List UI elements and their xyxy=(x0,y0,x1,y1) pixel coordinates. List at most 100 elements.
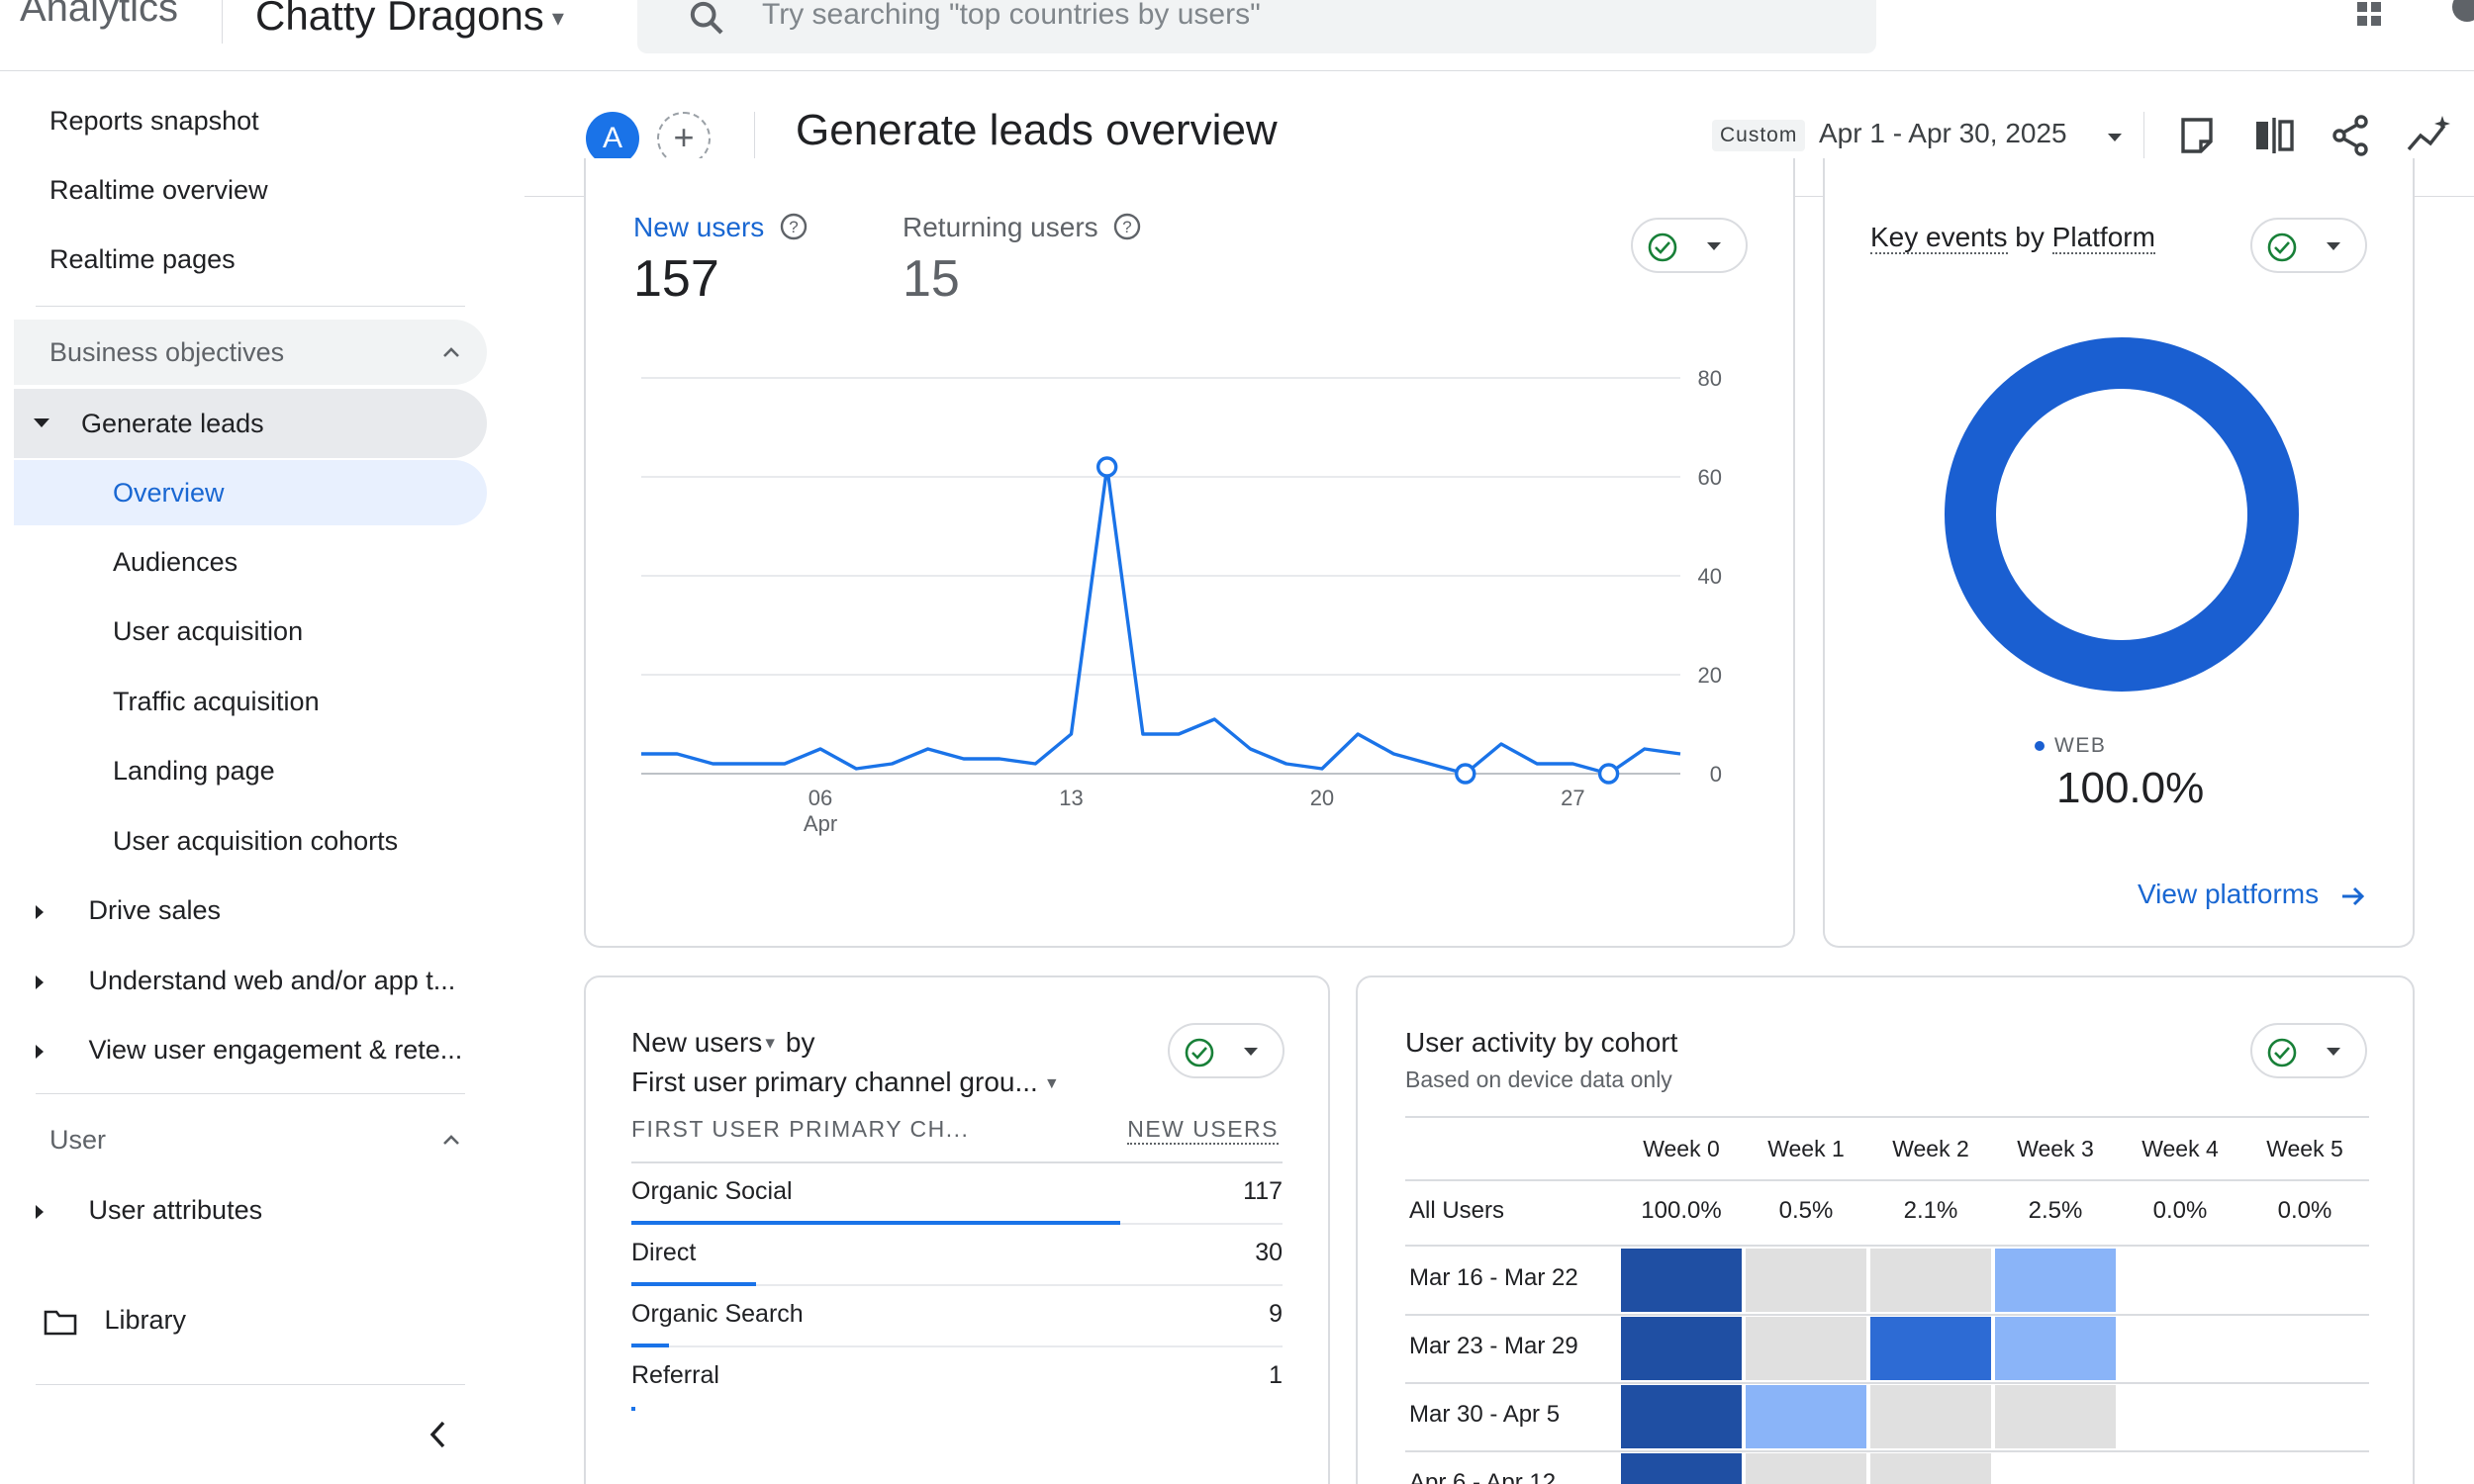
platform-dimension-selector[interactable]: Platform xyxy=(2051,222,2155,254)
x-tick-label: 06 xyxy=(809,786,832,810)
series-line-new-users xyxy=(641,465,1681,776)
edit-report-icon[interactable] xyxy=(2173,112,2221,159)
key-events-platform-card: Key events by Platform WEB 100.0% View p… xyxy=(1823,158,2415,948)
cohort-cell[interactable] xyxy=(1870,1385,1991,1448)
channel-dimension-selector[interactable]: First user primary channel grou... ▼ xyxy=(631,1067,1060,1098)
card-options-button[interactable] xyxy=(2250,218,2367,273)
all-users-value: 2.1% xyxy=(1903,1197,1958,1224)
table-row[interactable]: Direct 30 xyxy=(631,1225,1283,1286)
add-comparison-button[interactable]: + xyxy=(657,112,711,165)
caret-down-icon xyxy=(2327,242,2340,250)
divider xyxy=(754,112,755,165)
cohort-cell[interactable] xyxy=(1621,1453,1742,1484)
caret-down-icon[interactable]: ▼ xyxy=(762,1035,779,1053)
sidebar-item-traffic-acquisition[interactable]: Traffic acquisition xyxy=(113,687,320,716)
new-users-value: 157 xyxy=(633,250,719,308)
table-row[interactable]: Organic Social 117 xyxy=(631,1163,1283,1225)
new-users-metric-selector[interactable]: New users xyxy=(631,1027,763,1058)
cohort-cell[interactable] xyxy=(1870,1317,1991,1380)
data-point-marker[interactable] xyxy=(1597,763,1620,785)
view-platforms-link[interactable]: View platforms xyxy=(2138,879,2366,910)
card-options-button[interactable] xyxy=(1631,218,1748,273)
card-options-button[interactable] xyxy=(1168,1023,1285,1078)
donut-slice-web[interactable] xyxy=(1945,337,2299,692)
sidebar-item-library[interactable]: Library xyxy=(44,1285,186,1354)
all-users-value: 2.5% xyxy=(2028,1197,2083,1224)
cohort-cell[interactable] xyxy=(1870,1249,1991,1312)
check-circle-icon xyxy=(2267,232,2297,262)
item-label: Overview xyxy=(113,478,225,508)
comparison-avatar[interactable]: A xyxy=(586,112,639,165)
sidebar-group-understand-web[interactable]: Understand web and/or app t... xyxy=(36,946,455,1015)
caret-down-icon[interactable] xyxy=(2106,132,2124,143)
row-value: 117 xyxy=(1243,1177,1283,1205)
column-header-new-users[interactable]: NEW USERS xyxy=(1127,1116,1279,1145)
cohort-cell[interactable] xyxy=(1746,1453,1866,1484)
column-header-channel[interactable]: FIRST USER PRIMARY CH... xyxy=(631,1116,970,1142)
cohort-cell[interactable] xyxy=(1995,1385,2116,1448)
returning-users-label: Returning users xyxy=(903,212,1098,242)
sidebar-item-user-acquisition-cohorts[interactable]: User acquisition cohorts xyxy=(113,826,399,856)
key-events-metric-selector[interactable]: Key events xyxy=(1870,222,2008,254)
section-user[interactable]: User xyxy=(14,1107,487,1172)
sidebar-item-audiences[interactable]: Audiences xyxy=(113,547,238,577)
channel-table-body: Organic Social 117 Direct 30 Organic Search 9… xyxy=(631,1163,1283,1450)
data-point-marker[interactable] xyxy=(1095,456,1118,478)
compare-columns-icon[interactable] xyxy=(2250,112,2298,159)
returning-users-metric-tab[interactable]: Returning users ? 15 xyxy=(903,212,1142,309)
cohort-row-label: Apr 6 - Apr 12 xyxy=(1409,1469,1557,1484)
sidebar-item-realtime-pages[interactable]: Realtime pages xyxy=(49,244,236,274)
sidebar-group-user-engagement[interactable]: View user engagement & rete... xyxy=(36,1015,462,1084)
new-users-metric-tab[interactable]: New users ? 157 xyxy=(633,212,809,309)
sidebar-group-drive-sales[interactable]: Drive sales xyxy=(36,876,221,945)
data-point-marker[interactable] xyxy=(1455,763,1476,785)
sidebar-item-reports-snapshot[interactable]: Reports snapshot xyxy=(49,106,259,136)
insights-icon[interactable] xyxy=(2405,112,2452,159)
week-header: Week 3 xyxy=(2017,1136,2094,1161)
cohort-cell[interactable] xyxy=(1746,1249,1866,1312)
chevron-up-icon xyxy=(443,1135,459,1145)
cohort-cell[interactable] xyxy=(1995,1317,2116,1380)
sidebar-item-user-acquisition[interactable]: User acquisition xyxy=(113,616,304,646)
channel-card-title-line1: New users▼ by xyxy=(631,1027,814,1059)
sidebar-group-user-attributes[interactable]: User attributes xyxy=(36,1175,262,1245)
x-tick-label: 20 xyxy=(1310,786,1334,810)
section-business-objectives[interactable]: Business objectives xyxy=(14,320,487,385)
dimension-label: First user primary channel grou... xyxy=(631,1067,1038,1097)
cohort-card-title: User activity by cohort xyxy=(1405,1027,1678,1058)
cohort-cell[interactable] xyxy=(1621,1385,1742,1448)
caret-down-icon xyxy=(1244,1048,1258,1056)
row-label: Referral xyxy=(631,1361,719,1389)
card-options-button[interactable] xyxy=(2250,1023,2367,1078)
sidebar-item-realtime-overview[interactable]: Realtime overview xyxy=(49,175,268,205)
cohort-cell[interactable] xyxy=(1746,1385,1866,1448)
help-circle-icon[interactable]: ? xyxy=(779,212,809,241)
collapse-sidebar-chevron-icon[interactable] xyxy=(424,1418,453,1451)
table-row[interactable]: Organic Search 9 xyxy=(631,1286,1283,1347)
table-row[interactable]: Referral 1 xyxy=(631,1347,1283,1411)
cohort-cell[interactable] xyxy=(1746,1317,1866,1380)
cohort-table: Week 0 Week 1 Week 2 Week 3 Week 4 Week 5 All … xyxy=(1405,1118,2369,1484)
cohort-cell[interactable] xyxy=(1995,1249,2116,1312)
cohort-cell[interactable] xyxy=(1621,1317,1742,1380)
cohort-cell[interactable] xyxy=(1621,1249,1742,1312)
cohort-cell[interactable] xyxy=(1870,1453,1991,1484)
account-selector[interactable]: Chatty Dragons ▾ xyxy=(255,0,564,40)
week-header: Week 5 xyxy=(2266,1136,2343,1161)
item-label: Library xyxy=(104,1305,187,1335)
sidebar-item-overview[interactable]: Overview xyxy=(14,460,487,525)
top-bar: Analytics Chatty Dragons ▾ Try searching … xyxy=(0,0,2474,71)
help-icon[interactable] xyxy=(2452,0,2474,22)
sidebar-group-generate-leads[interactable]: Generate leads xyxy=(14,389,487,458)
date-range-selector[interactable]: Apr 1 - Apr 30, 2025 xyxy=(1819,118,2067,148)
divider xyxy=(1405,1116,2369,1118)
apps-grid-icon[interactable] xyxy=(2355,0,2395,28)
caret-down-icon xyxy=(1707,242,1721,250)
sidebar-item-landing-page[interactable]: Landing page xyxy=(113,756,275,786)
group-label: User attributes xyxy=(88,1195,263,1225)
help-circle-icon[interactable]: ? xyxy=(1112,212,1142,241)
search-bar[interactable]: Try searching "top countries by users" xyxy=(637,0,1876,53)
share-icon[interactable] xyxy=(2328,112,2375,159)
divider xyxy=(222,0,223,44)
users-trend-card: New users ? 157 Returning users ? 15 80 6… xyxy=(584,158,1795,948)
